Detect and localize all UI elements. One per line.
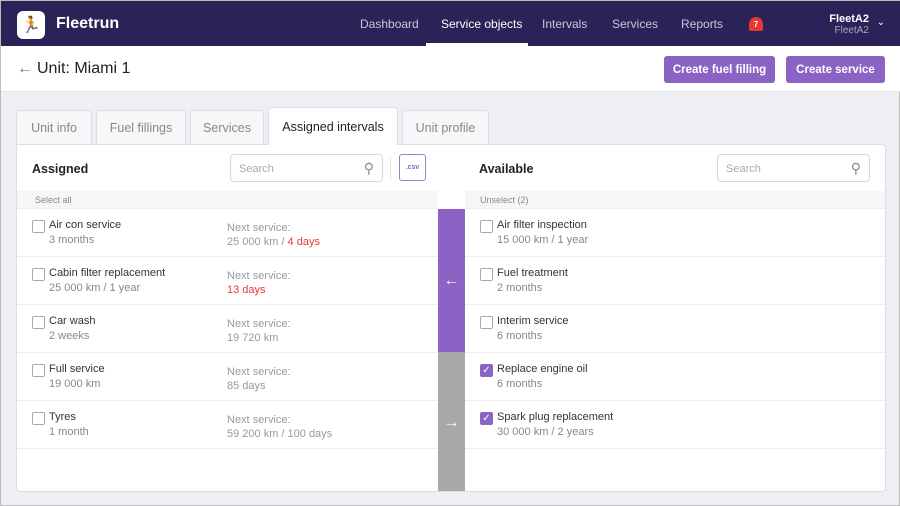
interval-period: 19 000 km — [49, 378, 101, 390]
user-name: FleetA2 — [829, 13, 869, 25]
chevron-down-icon[interactable]: ⌄ — [876, 17, 885, 28]
available-search-input[interactable]: Search ⚲ — [717, 154, 870, 182]
interval-period: 2 months — [497, 282, 543, 294]
tab-assigned-intervals[interactable]: Assigned intervals — [268, 107, 398, 145]
interval-name: Full service — [49, 363, 105, 375]
available-title: Available — [479, 162, 534, 176]
next-service: Next service: 13 days — [227, 269, 291, 297]
intervals-panel: Assigned Search ⚲ .csv Available Search ⚲ … — [16, 144, 886, 492]
next-service-label: Next service: — [227, 318, 291, 330]
nav-dashboard[interactable]: Dashboard — [360, 17, 419, 31]
interval-name: Interim service — [497, 315, 569, 327]
assigned-item[interactable]: Car wash 2 weeks Next service: 19 720 km — [17, 305, 438, 353]
next-service-overdue: 4 days — [287, 236, 320, 248]
brand-name: Fleetrun — [56, 15, 120, 32]
next-service: Next service: 85 days — [227, 365, 291, 393]
next-service-label: Next service: — [227, 366, 291, 378]
next-service-label: Next service: — [227, 222, 291, 234]
search-placeholder: Search — [726, 163, 761, 175]
nav-service-objects[interactable]: Service objects — [441, 17, 523, 31]
tab-services[interactable]: Services — [190, 110, 264, 145]
next-service-overdue: 13 days — [227, 284, 266, 296]
next-service: Next service: 19 720 km — [227, 317, 291, 345]
tab-unit-info[interactable]: Unit info — [16, 110, 92, 145]
checkbox[interactable] — [32, 412, 45, 425]
interval-period: 25 000 km / 1 year — [49, 282, 141, 294]
unit-title: Unit: Miami 1 — [37, 60, 131, 77]
fleetrun-logo[interactable]: 🏃 — [17, 11, 45, 39]
checkbox[interactable] — [32, 220, 45, 233]
search-icon: ⚲ — [850, 160, 861, 176]
assigned-item[interactable]: Full service 19 000 km Next service: 85 d… — [17, 353, 438, 401]
page-title: ← Unit: Miami 1 — [17, 60, 130, 78]
nav-services[interactable]: Services — [612, 17, 659, 31]
interval-name: Cabin filter replacement — [49, 267, 166, 279]
arrow-left-icon: ← — [443, 271, 460, 289]
assigned-item[interactable]: Tyres 1 month Next service: 59 200 km / 1… — [17, 401, 438, 449]
unselect-link[interactable]: Unselect (2) — [465, 191, 885, 209]
nav-reports[interactable]: Reports — [681, 17, 724, 31]
checkbox[interactable]: ✓ — [480, 412, 493, 425]
interval-name: Air filter inspection — [497, 219, 587, 231]
user-menu[interactable]: FleetA2 FleetA2 — [829, 13, 869, 36]
search-icon: ⚲ — [363, 160, 374, 176]
interval-name: Tyres — [49, 411, 76, 423]
interval-period: 3 months — [49, 234, 95, 246]
assigned-item[interactable]: Cabin filter replacement 25 000 km / 1 y… — [17, 257, 438, 305]
interval-name: Replace engine oil — [497, 363, 588, 375]
top-nav: 🏃 Fleetrun Dashboard Service objects Int… — [1, 1, 900, 46]
csv-export-button[interactable]: .csv — [399, 154, 426, 181]
checkbox[interactable] — [480, 268, 493, 281]
page-header: ← Unit: Miami 1 Create fuel filling Creat… — [1, 46, 900, 92]
next-service-value: 19 720 km — [227, 332, 279, 344]
assigned-search-input[interactable]: Search ⚲ — [230, 154, 383, 182]
arrow-right-icon: → — [443, 413, 460, 431]
next-service-label: Next service: — [227, 270, 291, 282]
interval-period: 15 000 km / 1 year — [497, 234, 589, 246]
interval-name: Spark plug replacement — [497, 411, 614, 423]
search-placeholder: Search — [239, 163, 274, 175]
available-item[interactable]: Fuel treatment 2 months — [465, 257, 885, 305]
interval-period: 1 month — [49, 426, 89, 438]
create-service-button[interactable]: Create service — [786, 56, 885, 83]
next-service-value: 25 000 km / — [227, 236, 288, 248]
interval-period: 6 months — [497, 330, 543, 342]
interval-name: Fuel treatment — [497, 267, 568, 279]
assigned-title: Assigned — [32, 162, 89, 176]
next-service-value: 59 200 km / 100 days — [227, 428, 333, 440]
bell-icon[interactable]: 7 — [749, 17, 763, 31]
tab-fuel-fillings[interactable]: Fuel fillings — [96, 110, 186, 145]
assigned-item[interactable]: Air con service 3 months Next service: 25… — [17, 209, 438, 257]
move-right-button[interactable]: → — [438, 352, 465, 491]
move-left-button[interactable]: ← — [438, 209, 465, 352]
next-service: Next service: 25 000 km / 4 days — [227, 221, 320, 249]
tab-unit-profile[interactable]: Unit profile — [402, 110, 489, 145]
interval-name: Air con service — [49, 219, 122, 231]
checkbox[interactable] — [480, 316, 493, 329]
divider — [390, 158, 391, 180]
next-service-label: Next service: — [227, 414, 291, 426]
active-nav-indicator — [426, 43, 528, 46]
nav-intervals[interactable]: Intervals — [542, 17, 588, 31]
checkbox[interactable]: ✓ — [480, 364, 493, 377]
available-item[interactable]: Air filter inspection 15 000 km / 1 year — [465, 209, 885, 257]
next-service: Next service: 59 200 km / 100 days — [227, 413, 332, 441]
available-item[interactable]: ✓ Spark plug replacement 30 000 km / 2 y… — [465, 401, 885, 449]
back-arrow-icon[interactable]: ← — [17, 60, 33, 77]
next-service-value: 85 days — [227, 380, 266, 392]
account-name: FleetA2 — [834, 25, 869, 36]
checkbox[interactable] — [32, 364, 45, 377]
available-item[interactable]: Interim service 6 months — [465, 305, 885, 353]
select-all-link[interactable]: Select all — [17, 191, 438, 209]
interval-period: 6 months — [497, 378, 543, 390]
create-fuel-filling-button[interactable]: Create fuel filling — [664, 56, 775, 83]
checkbox[interactable] — [32, 268, 45, 281]
available-item[interactable]: ✓ Replace engine oil 6 months — [465, 353, 885, 401]
interval-period: 2 weeks — [49, 330, 90, 342]
checkbox[interactable] — [480, 220, 493, 233]
interval-period: 30 000 km / 2 years — [497, 426, 594, 438]
interval-name: Car wash — [49, 315, 96, 327]
checkbox[interactable] — [32, 316, 45, 329]
